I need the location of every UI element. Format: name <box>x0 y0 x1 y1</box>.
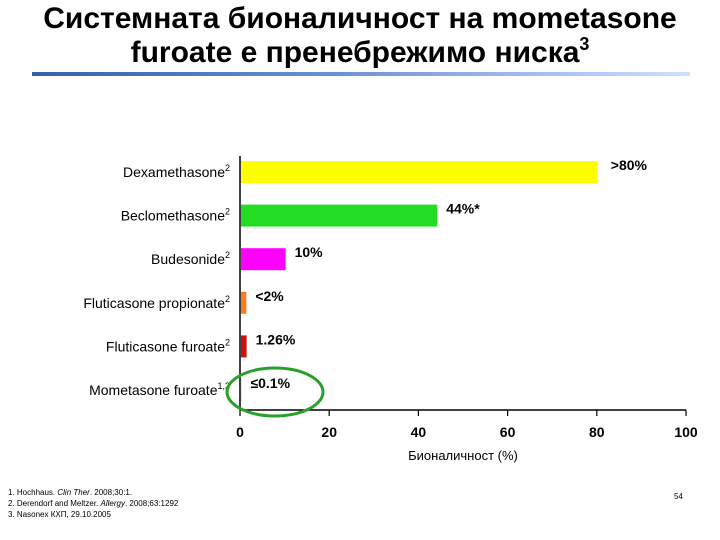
page-number: 54 <box>674 492 683 501</box>
footnote-text: 3. Nasonex КХП, 29.10.2005 <box>8 510 111 519</box>
category-label: Beclomethasone2 <box>121 207 230 224</box>
highlight-circle <box>225 366 325 418</box>
x-tick-label: 20 <box>321 424 337 440</box>
title-line-1: Системната бионаличност на mometasone <box>43 2 677 35</box>
title-line-2: furoate е пренебрежимо ниска3 <box>0 34 720 70</box>
category-reference: 2 <box>225 294 230 304</box>
category-reference: 2 <box>225 250 230 260</box>
footnote-text: 2. Derendorf and Meltzer. <box>8 499 101 508</box>
category-name: Fluticasone furoate <box>106 338 225 354</box>
data-label: 1.26% <box>256 331 296 347</box>
category-label: Mometasone furoate1,3 <box>89 381 230 398</box>
x-tick-label: 0 <box>236 424 244 440</box>
bar <box>241 204 438 227</box>
category-name: Dexamethasone <box>123 164 225 180</box>
footnote-text: 1. Hochhaus. <box>8 488 58 497</box>
footnote-3: 3. Nasonex КХП, 29.10.2005 <box>8 509 178 520</box>
data-label: ≤0.1% <box>250 375 290 391</box>
x-tick-label: 40 <box>411 424 427 440</box>
category-reference: 2 <box>225 337 230 347</box>
footnote-2: 2. Derendorf and Meltzer. Allergy. 2008;… <box>8 498 178 509</box>
category-reference: 2 <box>225 207 230 217</box>
category-label: Budesonide2 <box>151 250 230 267</box>
category-name: Beclomethasone <box>121 208 226 224</box>
x-tick-label: 60 <box>500 424 516 440</box>
category-label: Dexamethasone2 <box>123 163 230 180</box>
footnotes: 1. Hochhaus. Clin Ther. 2008;30:1. 2. Der… <box>8 487 178 520</box>
bar <box>241 161 598 183</box>
bar <box>241 335 247 358</box>
slide-title: Системната бионаличност на mometasone fu… <box>0 2 720 70</box>
data-label: >80% <box>611 157 648 173</box>
footnote-1: 1. Hochhaus. Clin Ther. 2008;30:1. <box>8 487 178 498</box>
footnote-citation: . 2008;30:1. <box>89 488 133 497</box>
data-label: 44%* <box>446 201 480 217</box>
data-label: <2% <box>255 288 284 304</box>
footnote-journal: Clin Ther <box>57 488 90 497</box>
category-reference: 2 <box>225 163 230 173</box>
title-superscript: 3 <box>579 34 590 54</box>
bar <box>241 248 286 271</box>
footnote-citation: . 2008;63:1292 <box>124 499 179 508</box>
x-axis-title: Бионаличност (%) <box>408 448 518 463</box>
category-label: Fluticasone propionate2 <box>83 294 230 311</box>
bar <box>241 291 247 314</box>
category-name: Fluticasone propionate <box>83 295 225 311</box>
category-reference: 1,3 <box>217 381 230 391</box>
category-name: Mometasone furoate <box>89 382 218 398</box>
title-line-2-text: furoate е пренебрежимо ниска <box>130 36 580 69</box>
data-label: 10% <box>295 244 324 260</box>
category-label: Fluticasone furoate2 <box>106 337 230 354</box>
category-name: Budesonide <box>151 251 225 267</box>
x-tick-label: 80 <box>589 424 605 440</box>
title-underline <box>32 72 690 76</box>
x-tick-label: 100 <box>674 424 698 440</box>
footnote-journal: Allergy <box>100 499 125 508</box>
